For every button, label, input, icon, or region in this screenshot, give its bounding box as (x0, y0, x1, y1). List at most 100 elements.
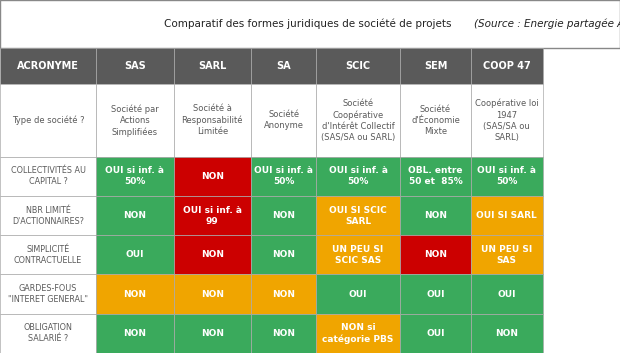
Text: NON: NON (123, 211, 146, 220)
Bar (316, 235, 400, 275)
Bar (316, 84, 400, 157)
Bar (251, 314, 316, 353)
Bar (251, 157, 316, 196)
Text: NON: NON (201, 172, 224, 181)
Text: COLLECTIVITÉS AU
CAPITAL ?: COLLECTIVITÉS AU CAPITAL ? (11, 166, 86, 186)
Text: NON: NON (424, 211, 447, 220)
Text: Société
d'Économie
Mixte: Société d'Économie Mixte (411, 105, 460, 136)
Bar (251, 275, 316, 314)
Text: OUI: OUI (427, 289, 445, 299)
Text: OUI: OUI (498, 289, 516, 299)
Bar (316, 314, 400, 353)
Bar (0, 0, 620, 48)
Text: NON: NON (201, 250, 224, 259)
Text: NON: NON (201, 329, 224, 338)
Text: NON: NON (272, 250, 295, 259)
Text: SCIC: SCIC (345, 61, 371, 71)
Bar (96, 314, 174, 353)
Bar (471, 84, 542, 157)
Bar (400, 48, 471, 84)
Text: NON: NON (424, 250, 447, 259)
Bar (96, 275, 174, 314)
Text: (Source : Energie partagée Association): (Source : Energie partagée Association) (474, 19, 620, 29)
Text: NON: NON (272, 329, 295, 338)
Text: SARL: SARL (198, 61, 226, 71)
Bar (0, 48, 96, 84)
Text: GARDES-FOUS
"INTERET GENERAL": GARDES-FOUS "INTERET GENERAL" (8, 284, 88, 304)
Text: ACRONYME: ACRONYME (17, 61, 79, 71)
Bar (471, 235, 542, 275)
Text: Société
Coopérative
d'Intérêt Collectif
(SAS/SA ou SARL): Société Coopérative d'Intérêt Collectif … (321, 99, 395, 142)
Bar (251, 196, 316, 235)
Text: SIMPLICITÉ
CONTRACTUELLE: SIMPLICITÉ CONTRACTUELLE (14, 245, 82, 265)
Bar (174, 235, 251, 275)
Bar (400, 235, 471, 275)
Text: OUI si inf. à
99: OUI si inf. à 99 (183, 205, 242, 226)
Bar (0, 157, 96, 196)
Bar (400, 196, 471, 235)
Bar (96, 84, 174, 157)
Text: OUI SI SARL: OUI SI SARL (477, 211, 537, 220)
Bar (316, 275, 400, 314)
Text: UN PEU SI
SCIC SAS: UN PEU SI SCIC SAS (332, 245, 384, 265)
Bar (174, 275, 251, 314)
Text: OBL. entre
50 et  85%: OBL. entre 50 et 85% (409, 166, 463, 186)
Text: NON si
catégorie PBS: NON si catégorie PBS (322, 323, 394, 344)
Text: OUI si inf. à
50%: OUI si inf. à 50% (329, 166, 388, 186)
Text: SAS: SAS (124, 61, 146, 71)
Text: OUI SI SCIC
SARL: OUI SI SCIC SARL (329, 205, 387, 226)
Bar (251, 235, 316, 275)
Text: NON: NON (123, 289, 146, 299)
Bar (251, 48, 316, 84)
Bar (251, 84, 316, 157)
Bar (471, 157, 542, 196)
Text: OUI si inf. à
50%: OUI si inf. à 50% (105, 166, 164, 186)
Bar (400, 314, 471, 353)
Text: NON: NON (201, 289, 224, 299)
Text: OUI: OUI (126, 250, 144, 259)
Bar (0, 235, 96, 275)
Bar (400, 157, 471, 196)
Text: UN PEU SI
SAS: UN PEU SI SAS (481, 245, 533, 265)
Text: SEM: SEM (424, 61, 447, 71)
Bar (0, 275, 96, 314)
Text: OUI si inf. à
50%: OUI si inf. à 50% (477, 166, 536, 186)
Text: NON: NON (495, 329, 518, 338)
Bar (174, 157, 251, 196)
Bar (0, 84, 96, 157)
Bar (471, 314, 542, 353)
Text: OUI si inf. à
50%: OUI si inf. à 50% (254, 166, 313, 186)
Bar (471, 48, 542, 84)
Text: Société par
Actions
Simplifiées: Société par Actions Simplifiées (111, 104, 159, 137)
Text: NON: NON (272, 289, 295, 299)
Text: NON: NON (123, 329, 146, 338)
Bar (174, 48, 251, 84)
Text: OUI: OUI (427, 329, 445, 338)
Text: COOP 47: COOP 47 (483, 61, 531, 71)
Bar (316, 196, 400, 235)
Bar (400, 275, 471, 314)
Bar (96, 157, 174, 196)
Bar (316, 48, 400, 84)
Bar (400, 84, 471, 157)
Text: Coopérative loi
1947
(SAS/SA ou
SARL): Coopérative loi 1947 (SAS/SA ou SARL) (475, 99, 539, 142)
Text: NON: NON (272, 211, 295, 220)
Text: Comparatif des formes juridiques de société de projets: Comparatif des formes juridiques de soci… (164, 19, 455, 29)
Bar (0, 314, 96, 353)
Text: Société
Anonyme: Société Anonyme (264, 110, 304, 130)
Bar (0, 196, 96, 235)
Text: SA: SA (277, 61, 291, 71)
Bar (174, 314, 251, 353)
Bar (96, 196, 174, 235)
Bar (96, 48, 174, 84)
Text: NBR LIMITÉ
D'ACTIONNAIRES?: NBR LIMITÉ D'ACTIONNAIRES? (12, 205, 84, 226)
Bar (316, 157, 400, 196)
Bar (471, 196, 542, 235)
Text: Société à
Responsabilité
Limitée: Société à Responsabilité Limitée (182, 104, 243, 136)
Text: OBLIGATION
SALARIÉ ?: OBLIGATION SALARIÉ ? (24, 323, 73, 343)
Text: Type de société ?: Type de société ? (12, 115, 84, 125)
Bar (174, 84, 251, 157)
Bar (471, 275, 542, 314)
Bar (96, 235, 174, 275)
Bar (174, 196, 251, 235)
